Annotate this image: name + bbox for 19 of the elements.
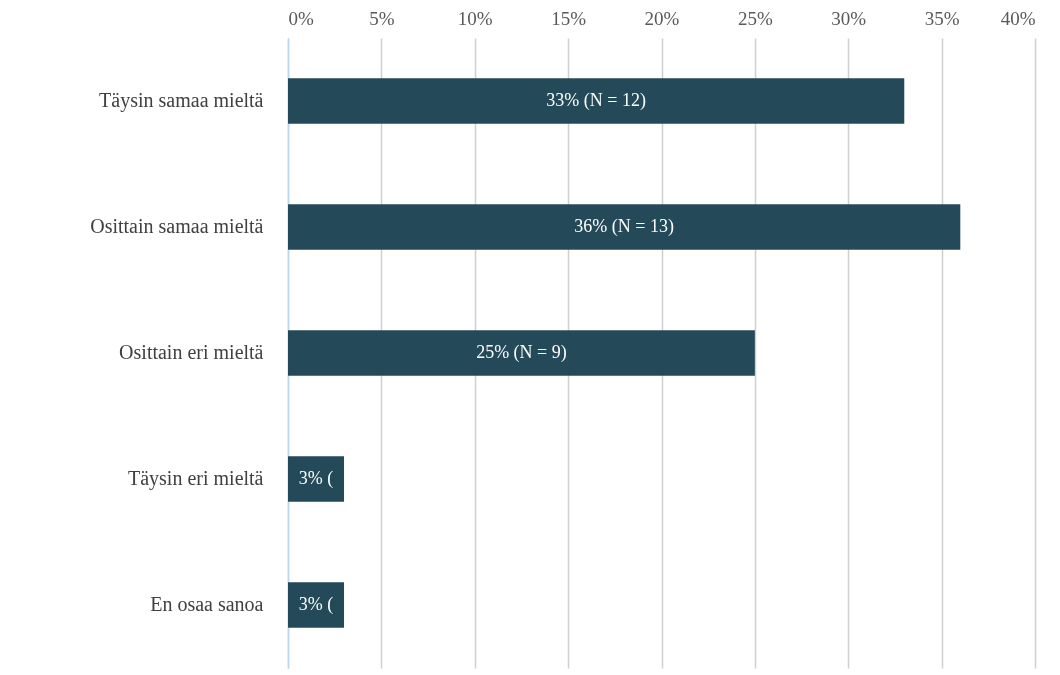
x-tick-label: 0% (288, 7, 314, 29)
x-tick-label: 40% (1000, 7, 1036, 29)
data-label: 33% (N = 12) (546, 90, 646, 111)
x-tick-label: 15% (551, 7, 587, 29)
data-label: 3% ( (298, 468, 334, 489)
y-tick-label: En osaa sanoa (150, 593, 264, 615)
x-tick-label: 35% (924, 7, 960, 29)
x-tick-label: 25% (737, 7, 773, 29)
x-tick-label: 10% (457, 7, 493, 29)
data-label: 3% ( (298, 594, 334, 615)
y-tick-label: Osittain samaa mieltä (90, 215, 264, 237)
x-tick-label: 20% (644, 7, 680, 29)
y-tick-label: Täysin samaa mieltä (99, 89, 264, 112)
y-tick-label: Täysin eri mieltä (127, 467, 264, 490)
x-tick-label: 5% (369, 7, 395, 29)
data-label: 25% (N = 9) (476, 342, 567, 363)
data-label: 36% (N = 13) (574, 216, 674, 237)
y-tick-label: Osittain eri mieltä (119, 341, 264, 363)
x-tick-label: 30% (831, 7, 867, 29)
